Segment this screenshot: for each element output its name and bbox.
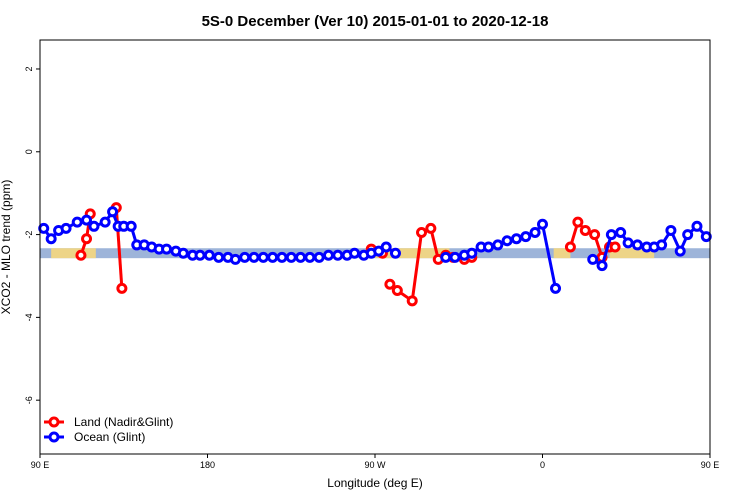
series-layer bbox=[38, 202, 712, 307]
y-axis-label: XCO2 - MLO trend (ppm) bbox=[0, 180, 13, 315]
series-ocean bbox=[38, 206, 712, 294]
data-point bbox=[537, 218, 548, 230]
data-point bbox=[349, 247, 361, 259]
data-point bbox=[88, 220, 100, 232]
data-point bbox=[483, 241, 495, 253]
data-point bbox=[440, 251, 452, 263]
data-point bbox=[267, 251, 279, 263]
plot-frame bbox=[39, 39, 711, 455]
data-point bbox=[213, 251, 225, 263]
data-point bbox=[384, 278, 396, 290]
data-point bbox=[257, 251, 269, 263]
data-point bbox=[389, 247, 401, 259]
data-point bbox=[107, 206, 119, 218]
data-point bbox=[229, 253, 241, 265]
data-point bbox=[239, 251, 251, 263]
y-tick-label: 2 bbox=[24, 66, 34, 71]
data-point bbox=[60, 222, 72, 234]
x-axis-label: Longitude (deg E) bbox=[327, 476, 422, 490]
data-point bbox=[380, 241, 392, 253]
data-point bbox=[75, 249, 87, 261]
x-tick-label: 0 bbox=[540, 460, 545, 470]
data-point bbox=[416, 227, 428, 239]
data-point bbox=[615, 227, 627, 239]
x-tick-label: 90 E bbox=[31, 460, 50, 470]
land-segment bbox=[609, 248, 655, 259]
data-point bbox=[203, 249, 215, 261]
legend-ocean-label: Ocean (Glint) bbox=[74, 430, 145, 444]
data-point bbox=[665, 224, 677, 236]
data-point bbox=[466, 247, 478, 259]
data-point bbox=[572, 216, 584, 228]
data-point bbox=[529, 227, 541, 239]
land-segment bbox=[375, 248, 450, 259]
data-point bbox=[45, 233, 57, 245]
data-point bbox=[248, 251, 260, 263]
data-point bbox=[609, 241, 621, 253]
data-point bbox=[674, 245, 686, 257]
y-tick-label: -4 bbox=[24, 313, 34, 321]
data-point bbox=[99, 216, 111, 228]
data-point bbox=[38, 222, 50, 234]
data-point bbox=[332, 249, 344, 261]
data-point bbox=[510, 233, 522, 245]
data-point bbox=[125, 220, 137, 232]
land-segment bbox=[553, 248, 571, 259]
data-point bbox=[501, 235, 513, 247]
x-tick-label: 90 E bbox=[701, 460, 720, 470]
x-tick-label: 180 bbox=[200, 460, 215, 470]
data-point bbox=[71, 216, 83, 228]
y-tick-label: 0 bbox=[24, 149, 34, 154]
data-point bbox=[276, 251, 288, 263]
data-point bbox=[116, 282, 128, 294]
data-point bbox=[631, 239, 643, 251]
data-point bbox=[492, 239, 504, 251]
data-point bbox=[177, 247, 189, 259]
data-point bbox=[589, 229, 601, 241]
data-point bbox=[579, 224, 591, 236]
data-point bbox=[161, 243, 173, 255]
legend: Land (Nadir&Glint) Ocean (Glint) bbox=[44, 415, 173, 444]
y-tick-label: -2 bbox=[24, 231, 34, 239]
data-point bbox=[587, 253, 599, 265]
data-point bbox=[550, 282, 562, 294]
data-point bbox=[622, 237, 634, 249]
data-point bbox=[295, 251, 307, 263]
legend-land-marker bbox=[48, 416, 60, 428]
data-point bbox=[313, 251, 325, 263]
chart-title: 5S-0 December (Ver 10) 2015-01-01 to 202… bbox=[202, 13, 549, 30]
data-point bbox=[285, 251, 297, 263]
data-point bbox=[700, 231, 712, 243]
data-point bbox=[81, 233, 93, 245]
y-tick-label: -6 bbox=[24, 396, 34, 404]
data-point bbox=[564, 241, 576, 253]
data-point bbox=[596, 260, 608, 272]
y-axis-ticks: 2 0 -2 -4 -6 bbox=[24, 66, 40, 404]
data-point bbox=[682, 229, 694, 241]
x-tick-label: 90 W bbox=[364, 460, 386, 470]
data-point bbox=[656, 239, 668, 251]
data-point bbox=[425, 222, 437, 234]
data-point bbox=[194, 249, 206, 261]
data-point bbox=[81, 214, 93, 226]
x-axis-ticks: 90 E 180 90 W 0 90 E bbox=[31, 454, 720, 470]
legend-ocean-marker bbox=[48, 431, 60, 443]
data-point bbox=[406, 295, 418, 307]
data-point bbox=[605, 229, 617, 241]
land-segment bbox=[51, 248, 96, 259]
data-point bbox=[691, 220, 703, 232]
legend-land-label: Land (Nadir&Glint) bbox=[74, 415, 173, 429]
data-point bbox=[322, 249, 334, 261]
data-point bbox=[391, 284, 403, 296]
data-point bbox=[449, 251, 461, 263]
data-point bbox=[520, 231, 532, 243]
data-point bbox=[304, 251, 316, 263]
